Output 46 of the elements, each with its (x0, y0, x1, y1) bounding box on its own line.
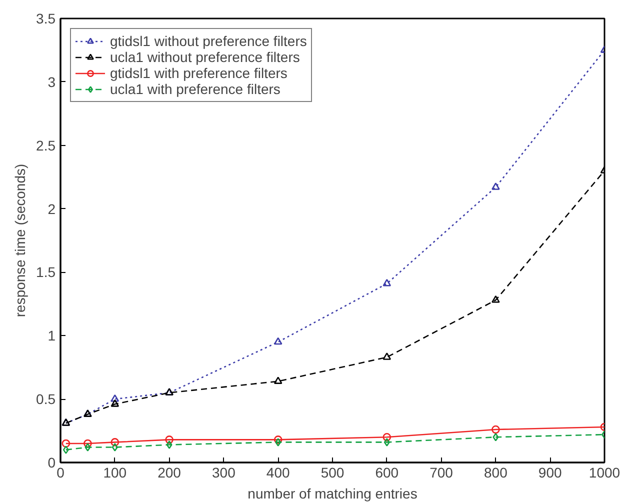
x-tick-label: 100 (103, 464, 127, 480)
y-tick-label: 2 (48, 200, 56, 217)
x-tick-label: 600 (375, 464, 399, 480)
x-tick-label: 900 (538, 464, 562, 480)
y-tick-label: 0.5 (36, 391, 56, 408)
point (384, 438, 390, 446)
x-tick-label: 400 (266, 464, 290, 480)
y-tick-label: 2.5 (36, 137, 56, 154)
point (165, 436, 174, 444)
point (84, 443, 91, 452)
x-tick-label: 800 (484, 464, 508, 480)
y-tick-label: 3 (48, 74, 56, 90)
point (492, 295, 500, 303)
x-tick-label: 1000 (588, 464, 620, 480)
point (62, 439, 70, 448)
point (110, 394, 120, 402)
legend-label: gtidsl1 with preference filters (110, 65, 288, 81)
point (274, 337, 282, 345)
legend-label: gtidsl1 without preference filters (110, 33, 307, 49)
point (492, 182, 500, 190)
x-axis-title: number of matching entries (248, 486, 418, 502)
y-tick-label: 3.5 (36, 10, 56, 26)
point (382, 278, 392, 286)
y-tick-label: 0 (48, 454, 56, 470)
y-axis-title: response time (seconds) (12, 164, 28, 318)
point (492, 432, 499, 442)
legend-label: ucla1 with preference filters (110, 81, 280, 97)
point (84, 439, 92, 448)
point (110, 438, 120, 446)
x-tick-label: 300 (212, 464, 236, 480)
point (274, 376, 282, 384)
point (382, 432, 392, 442)
x-tick-label: 200 (158, 464, 182, 480)
point (112, 443, 118, 452)
y-tick-label: 1 (48, 328, 56, 344)
point (110, 399, 120, 407)
point (492, 425, 500, 434)
legend-label: ucla1 without preference filters (110, 49, 300, 65)
point (166, 440, 172, 449)
point (274, 436, 282, 444)
y-tick-label: 1.5 (36, 264, 56, 280)
x-tick-label: 700 (430, 464, 454, 480)
point (275, 438, 282, 446)
point (382, 352, 392, 360)
point (62, 446, 69, 454)
x-tick-label: 500 (320, 464, 344, 480)
